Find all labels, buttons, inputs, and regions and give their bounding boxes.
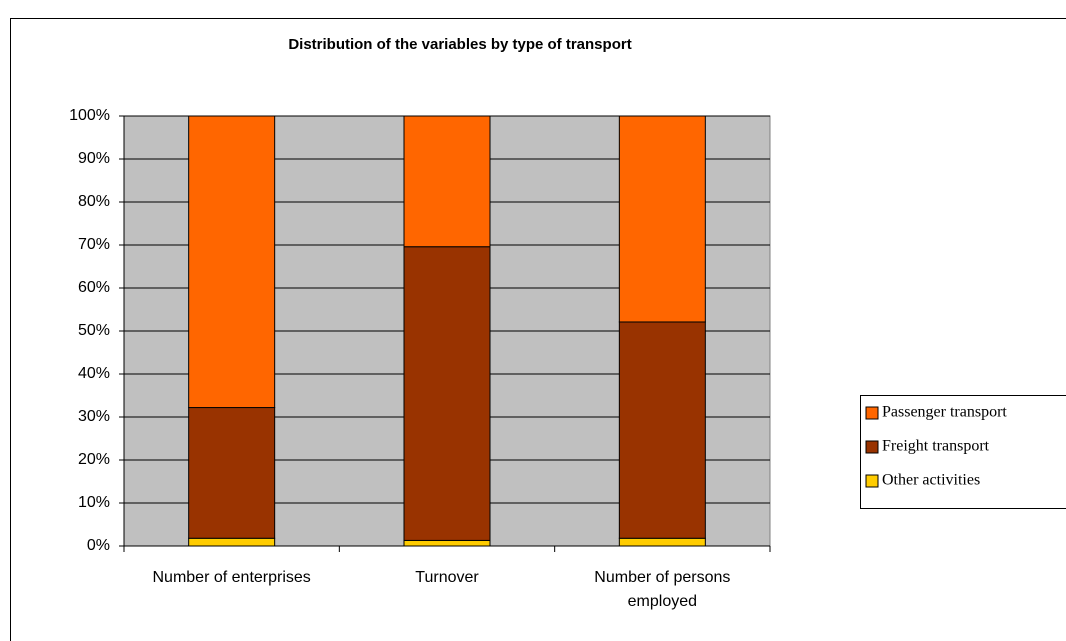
- y-tick-label: 60%: [78, 279, 110, 296]
- legend-swatch: [865, 474, 879, 488]
- bar-segment: [618, 537, 706, 547]
- x-tick-label: Number of persons employed: [594, 569, 731, 610]
- chart-frame: [10, 18, 1066, 641]
- x-tick-label: Turnover: [415, 569, 479, 586]
- legend-label: Passenger transport: [882, 404, 1007, 421]
- legend-box: [860, 395, 1066, 509]
- legend-swatch: [865, 406, 879, 420]
- legend-label: Freight transport: [882, 438, 990, 455]
- legend-swatch: [865, 440, 879, 454]
- y-tick-label: 0%: [87, 537, 110, 554]
- legend-label: Other activities: [882, 472, 980, 489]
- y-tick-label: 20%: [78, 451, 110, 468]
- y-tick-label: 100%: [69, 107, 110, 124]
- bar-segment: [188, 115, 276, 409]
- bar-segment: [188, 537, 276, 547]
- x-tick-label: Number of enterprises: [152, 569, 311, 586]
- y-tick-label: 30%: [78, 408, 110, 425]
- bar-segment: [403, 115, 491, 248]
- y-tick-label: 10%: [78, 494, 110, 511]
- y-tick-label: 50%: [78, 322, 110, 339]
- bar-segment: [618, 321, 706, 539]
- y-tick-label: 90%: [78, 150, 110, 167]
- y-tick-label: 70%: [78, 236, 110, 253]
- bar-segment: [403, 539, 491, 547]
- bar-segment: [403, 246, 491, 541]
- y-tick-label: 40%: [78, 365, 110, 382]
- bar-segment: [618, 115, 706, 323]
- chart-title: Distribution of the variables by type of…: [288, 36, 631, 53]
- y-tick-label: 80%: [78, 193, 110, 210]
- bar-segment: [188, 407, 276, 539]
